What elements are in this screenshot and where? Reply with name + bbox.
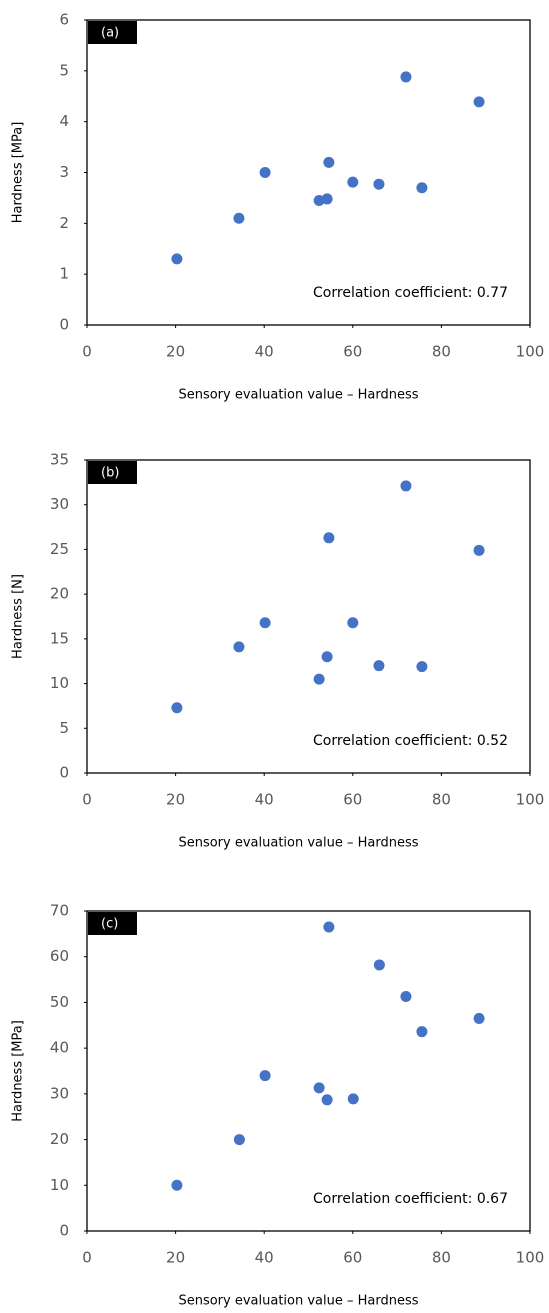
x-axis-label: Sensory evaluation value – Hardness <box>178 1294 418 1309</box>
plot-frame <box>86 19 531 326</box>
point <box>323 156 335 168</box>
y-tick-label: 30 <box>50 1084 69 1102</box>
x-axis-label: Sensory evaluation value – Hardness <box>178 836 418 851</box>
y-tick-label: 10 <box>50 674 69 692</box>
y-tick-label: 0 <box>59 1222 69 1240</box>
point <box>473 1012 485 1024</box>
y-tick-label: 15 <box>50 629 69 647</box>
y-tick-label: 60 <box>50 947 69 965</box>
point <box>233 1134 245 1146</box>
y-tick-label: 5 <box>59 61 69 79</box>
y-tick-label: 30 <box>50 495 69 513</box>
y-axis-label: Hardness [N] <box>11 574 26 659</box>
point <box>473 544 485 556</box>
point <box>321 193 333 205</box>
point <box>313 1082 325 1094</box>
point <box>416 661 428 673</box>
panel-tag: (b) <box>101 466 119 481</box>
x-tick-label: 0 <box>82 791 92 809</box>
point <box>400 990 412 1002</box>
x-tick-label: 80 <box>432 1249 451 1267</box>
point <box>400 480 412 492</box>
x-tick-label: 100 <box>516 343 545 361</box>
x-tick-label: 40 <box>255 1249 274 1267</box>
y-tick-label: 3 <box>59 163 69 181</box>
correlation-annotation: Correlation coefficient: 0.52 <box>313 733 508 749</box>
plot-frame <box>86 910 531 1232</box>
point <box>259 1070 271 1082</box>
x-tick-label: 80 <box>432 343 451 361</box>
y-tick-label: 20 <box>50 1130 69 1148</box>
panel-tag-box <box>88 21 137 44</box>
panel-tag: (c) <box>101 917 118 932</box>
x-tick-label: 60 <box>343 343 362 361</box>
x-tick-label: 100 <box>516 791 545 809</box>
x-tick-label: 0 <box>82 1249 92 1267</box>
point <box>347 1093 359 1105</box>
x-tick-label: 40 <box>255 791 274 809</box>
y-tick-label: 5 <box>59 719 69 737</box>
point <box>373 959 385 971</box>
x-tick-label: 60 <box>343 791 362 809</box>
plot-frame <box>86 459 531 774</box>
x-tick-label: 20 <box>166 1249 185 1267</box>
point <box>313 673 325 685</box>
panel-tag: (a) <box>101 26 119 41</box>
y-tick-label: 6 <box>59 11 69 29</box>
y-tick-label: 50 <box>50 993 69 1011</box>
x-tick-label: 80 <box>432 791 451 809</box>
y-tick-label: 1 <box>59 265 69 283</box>
point <box>347 176 359 188</box>
y-tick-label: 10 <box>50 1176 69 1194</box>
x-axis-label: Sensory evaluation value – Hardness <box>178 388 418 403</box>
point <box>233 641 245 653</box>
y-tick-label: 70 <box>50 902 69 920</box>
y-tick-label: 40 <box>50 1039 69 1057</box>
point <box>323 532 335 544</box>
point <box>171 1179 183 1191</box>
y-axis-label: Hardness [MPa] <box>11 1020 26 1122</box>
point <box>416 182 428 194</box>
panel-tag-box <box>88 461 137 484</box>
point <box>171 253 183 265</box>
point <box>373 660 385 672</box>
point <box>347 617 359 629</box>
point <box>473 96 485 108</box>
point <box>233 212 245 224</box>
x-tick-label: 20 <box>166 791 185 809</box>
point <box>400 71 412 83</box>
point <box>416 1026 428 1038</box>
y-tick-label: 4 <box>59 112 69 130</box>
point <box>259 617 271 629</box>
y-axis-label: Hardness [MPa] <box>11 122 26 224</box>
point <box>373 178 385 190</box>
x-tick-label: 60 <box>343 1249 362 1267</box>
point <box>171 702 183 714</box>
x-tick-label: 20 <box>166 343 185 361</box>
y-tick-label: 25 <box>50 540 69 558</box>
y-tick-label: 2 <box>59 214 69 232</box>
panel-tag-box <box>88 912 137 935</box>
correlation-annotation: Correlation coefficient: 0.67 <box>313 1191 508 1207</box>
x-tick-label: 100 <box>516 1249 545 1267</box>
point <box>259 167 271 178</box>
y-tick-label: 0 <box>59 764 69 782</box>
point <box>321 1094 333 1106</box>
y-tick-label: 35 <box>50 451 69 469</box>
point <box>323 921 335 933</box>
correlation-annotation: Correlation coefficient: 0.77 <box>313 285 508 301</box>
y-tick-label: 20 <box>50 585 69 603</box>
x-tick-label: 0 <box>82 343 92 361</box>
y-tick-label: 0 <box>59 316 69 334</box>
x-tick-label: 40 <box>255 343 274 361</box>
point <box>321 651 333 663</box>
